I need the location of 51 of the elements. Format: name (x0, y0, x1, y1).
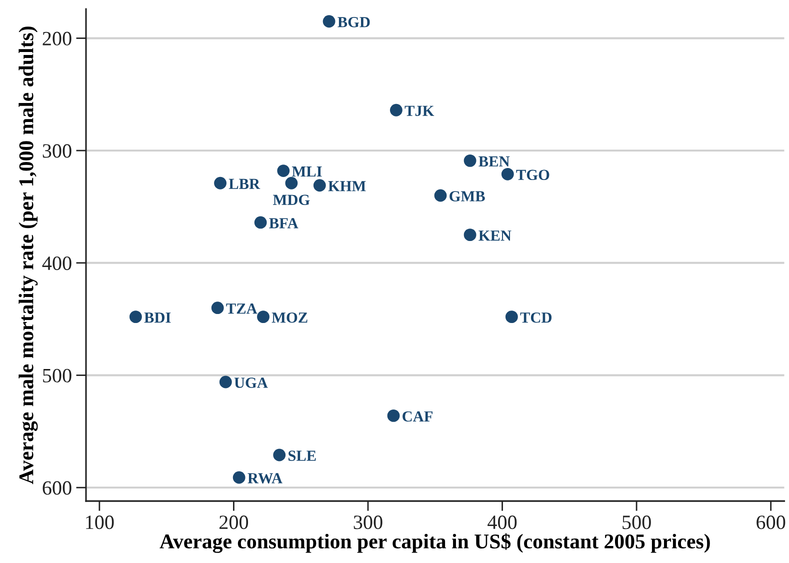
point (313, 179, 326, 192)
x-tick-label: 100 (86, 516, 114, 530)
annotation: SLE (288, 450, 316, 461)
annotation: GMB (450, 191, 485, 202)
point (257, 310, 270, 324)
point (505, 310, 518, 324)
annotation: TZA (226, 304, 258, 314)
point (277, 164, 290, 177)
annotation: BDI (144, 312, 171, 323)
point (285, 176, 298, 190)
x-tick-label: 600 (756, 516, 786, 530)
point (390, 104, 402, 116)
y-tick-label: 400 (42, 256, 72, 270)
annotation: LBR (228, 178, 260, 189)
point (434, 189, 447, 202)
point (322, 15, 336, 28)
annotation: BGD (338, 17, 370, 28)
x-tick-label: 500 (622, 516, 651, 530)
point (211, 302, 224, 314)
y-tick-label: 500 (43, 368, 72, 382)
y-tick-label: 200 (42, 32, 72, 46)
x-tick-label: 400 (488, 516, 517, 530)
annotation: KEN (478, 230, 512, 241)
annotation: BEN (478, 156, 510, 166)
annotation: BFA (269, 218, 298, 228)
annotation: KHM (328, 181, 366, 192)
y-tick-label: 600 (42, 481, 72, 495)
point (232, 471, 246, 484)
point (464, 154, 476, 167)
annotation: UGA (234, 378, 268, 388)
point (387, 409, 400, 422)
x-tick-label: 200 (219, 516, 248, 530)
point (214, 176, 226, 190)
annotation: MLI (292, 166, 322, 177)
y-tick-label: 300 (42, 144, 72, 158)
point (219, 376, 232, 388)
annotation: CAF (402, 411, 433, 422)
annotation: TJK (404, 106, 434, 116)
annotation: MOZ (272, 312, 308, 323)
annotation: MDG (273, 194, 310, 205)
point (501, 168, 514, 180)
point (464, 228, 476, 242)
y-axis-title: Average male mortality rate (per 1,000 male adults) (18, 26, 38, 484)
annotation: RWA (248, 473, 282, 484)
annotation: TCD (520, 312, 552, 323)
annotation: TGO (516, 170, 550, 180)
point (254, 216, 267, 229)
x-axis-title: Average consumption per capita in US$ (constant 2005 prices) (160, 533, 710, 553)
x-tick-label: 300 (354, 516, 382, 530)
point (273, 448, 286, 462)
point (129, 310, 142, 324)
